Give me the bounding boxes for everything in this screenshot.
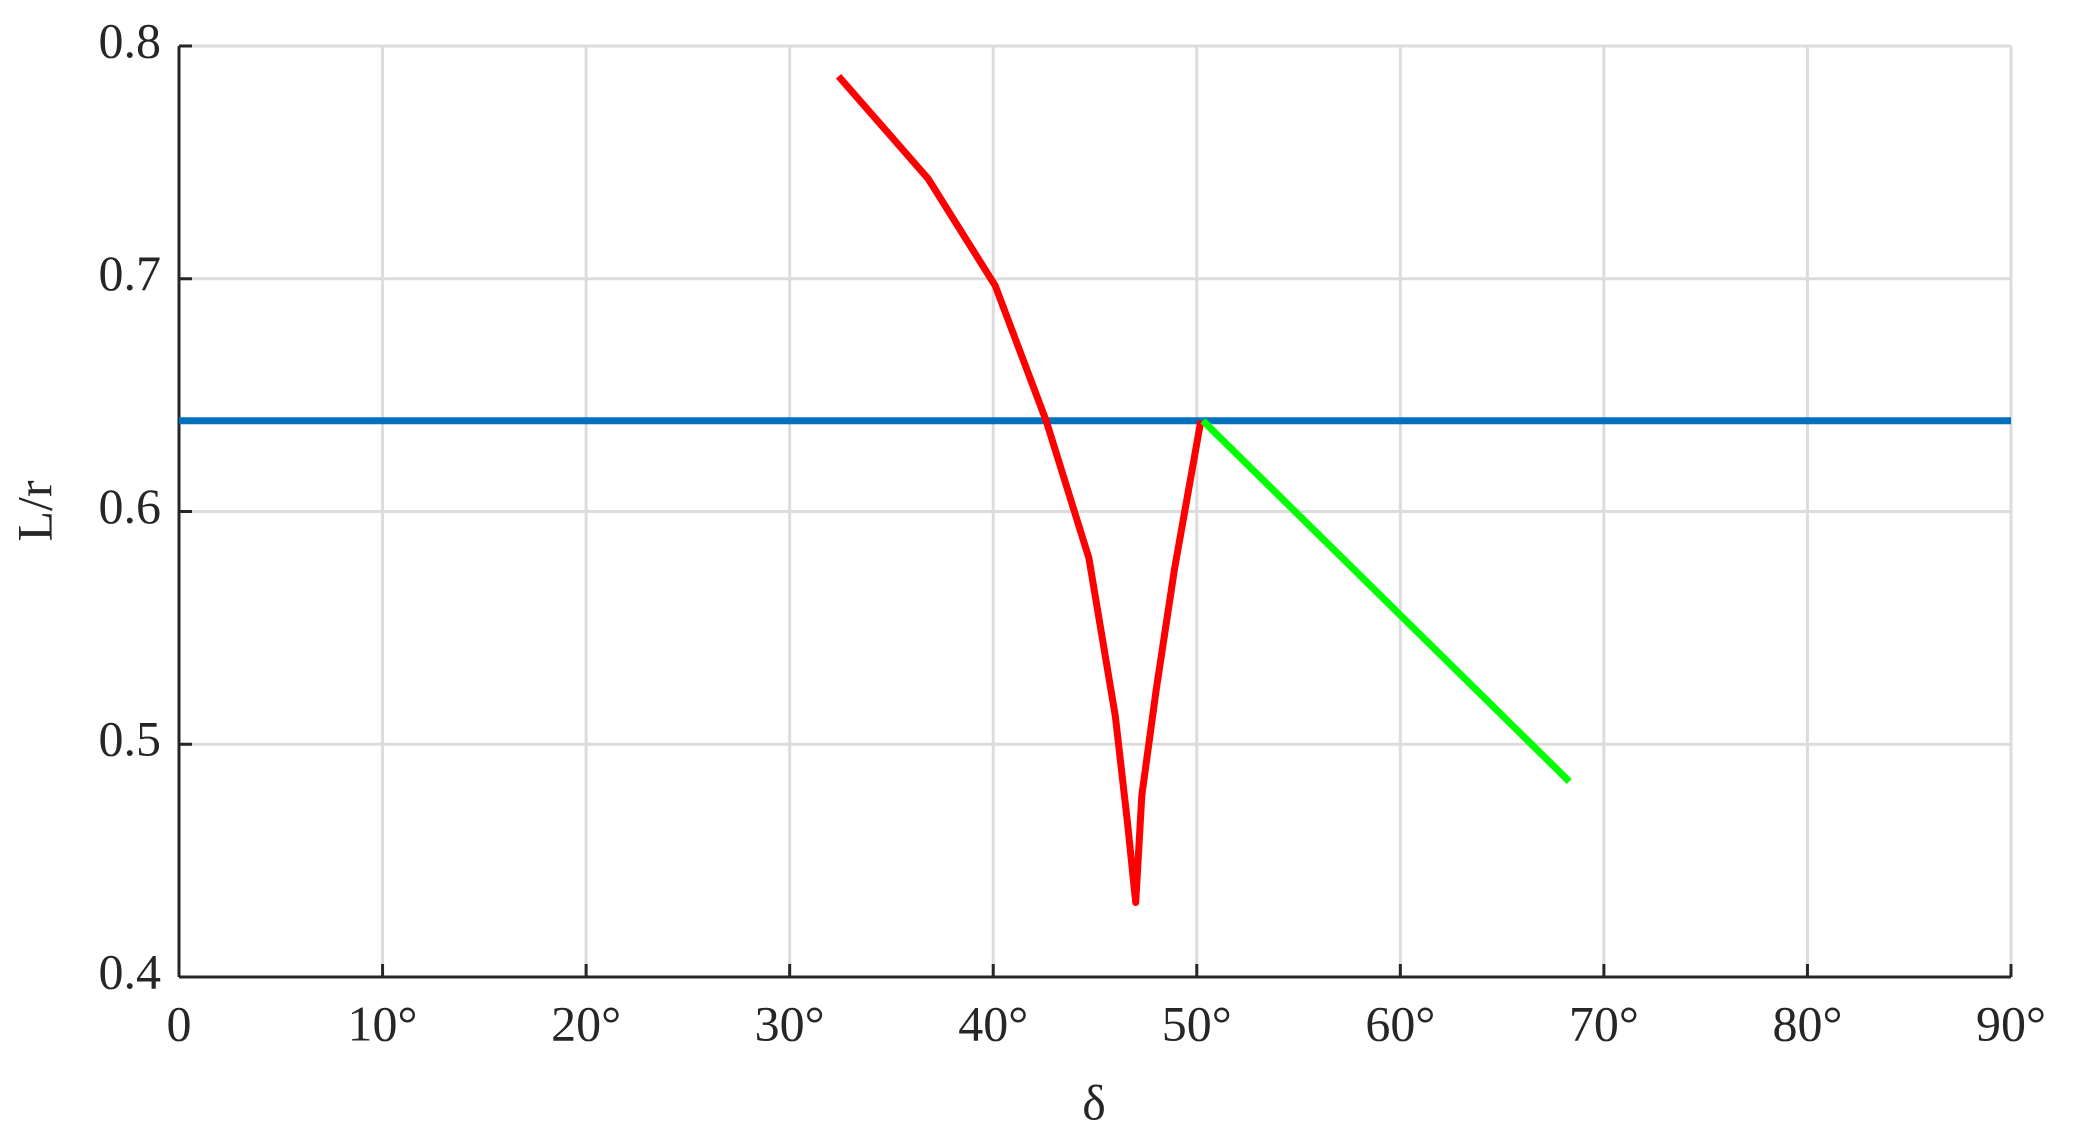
x-tick-label: 60°	[1365, 995, 1435, 1051]
y-tick-label: 0.5	[99, 711, 162, 767]
y-axis-label: L/r	[6, 480, 62, 541]
x-tick-label: 40°	[958, 995, 1028, 1051]
x-tick-label: 90°	[1976, 995, 2046, 1051]
y-tick-label: 0.8	[99, 12, 162, 68]
x-tick-label: 10°	[348, 995, 418, 1051]
y-tick-label: 0.6	[99, 478, 162, 534]
y-tick-label: 0.7	[99, 245, 162, 301]
x-tick-label: 0	[167, 995, 192, 1051]
x-axis-label: δ	[1082, 1074, 1106, 1130]
line	[835, 73, 1205, 907]
line	[1200, 418, 1572, 784]
x-tick-label: 30°	[755, 995, 825, 1051]
x-tick-label: 80°	[1772, 995, 1842, 1051]
x-tick-label: 20°	[551, 995, 621, 1051]
x-tick-label: 70°	[1569, 995, 1639, 1051]
y-tick-label: 0.4	[99, 943, 162, 999]
x-tick-label: 50°	[1162, 995, 1232, 1051]
